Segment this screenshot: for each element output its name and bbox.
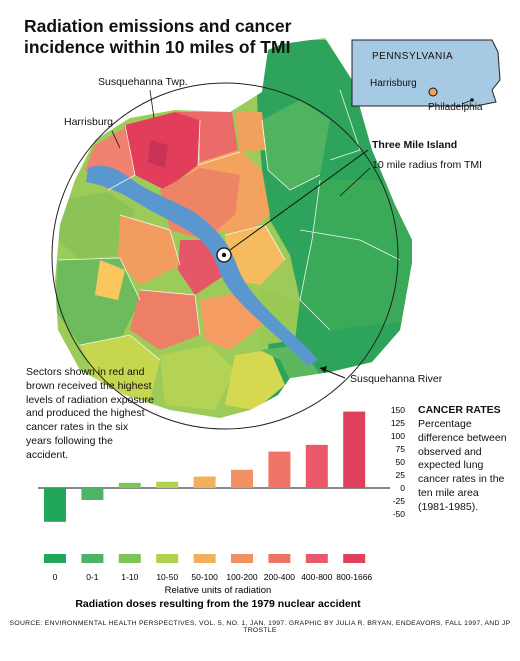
bar-1-10 bbox=[118, 482, 141, 488]
dose-swatch-0 bbox=[44, 554, 66, 563]
x-tick-label: 400-800 bbox=[301, 572, 332, 582]
dose-swatch-200-400 bbox=[268, 554, 291, 563]
dose-swatch-400-800 bbox=[305, 554, 328, 563]
radius-circle bbox=[51, 82, 399, 430]
susquehanna-river bbox=[86, 165, 318, 366]
y-tick-label: -50 bbox=[393, 509, 406, 519]
x-tick-label: 0 bbox=[53, 572, 58, 582]
bar-10-50 bbox=[156, 481, 179, 488]
pennsylvania-inset bbox=[351, 39, 501, 107]
bar-400-800 bbox=[305, 444, 328, 488]
y-tick-label: -25 bbox=[393, 496, 406, 506]
dose-swatch-100-200 bbox=[231, 554, 253, 563]
source-credit: SOURCE: ENVIRONMENTAL HEALTH PERSPECTIVE… bbox=[9, 620, 511, 634]
label-susquehanna-twp: Susquehanna Twp. bbox=[98, 76, 188, 88]
label-three-mile-island: Three Mile Island bbox=[372, 139, 458, 151]
dose-swatch-1-10 bbox=[118, 554, 141, 563]
x-axis-label: Relative units of radiation bbox=[165, 585, 272, 596]
x-tick-label: 1-10 bbox=[121, 572, 138, 582]
dose-swatch-50-100 bbox=[193, 554, 216, 563]
chart-caption: Radiation doses resulting from the 1979 … bbox=[75, 598, 361, 610]
chart-title: Radiation emissions and cancer incidence… bbox=[24, 16, 324, 58]
label-susquehanna-river: Susquehanna River bbox=[350, 373, 443, 385]
radius-leader bbox=[339, 167, 371, 197]
dose-swatch-800-1666 bbox=[343, 554, 366, 563]
bar-800-1666 bbox=[343, 411, 366, 488]
x-tick-label: 0-1 bbox=[86, 572, 99, 582]
y-tick-label: 100 bbox=[391, 431, 405, 441]
bar-200-400 bbox=[268, 451, 291, 488]
x-tick-label: 50-100 bbox=[191, 572, 218, 582]
tmi-leader bbox=[229, 149, 369, 251]
inset-philadelphia-label: Philadelphia bbox=[428, 102, 483, 113]
y-tick-label: 25 bbox=[396, 470, 406, 480]
cancer-rates-description: Percentage difference between observed a… bbox=[418, 418, 507, 513]
dose-swatch-10-50 bbox=[156, 554, 179, 563]
sector-note: Sectors shown in red and brown received … bbox=[26, 366, 154, 461]
y-tick-label: 125 bbox=[391, 418, 405, 428]
bar-0-1 bbox=[81, 488, 104, 500]
title-line-2: incidence within 10 miles of TMI bbox=[24, 37, 291, 57]
label-radius: 10 mile radius from TMI bbox=[372, 159, 483, 171]
y-tick-label: 75 bbox=[396, 444, 406, 454]
x-tick-label: 10-50 bbox=[156, 572, 178, 582]
cancer-rates-heading: CANCER RATES bbox=[418, 404, 501, 416]
x-tick-label: 200-400 bbox=[264, 572, 295, 582]
y-tick-label: 0 bbox=[400, 483, 405, 493]
inset-harrisburg-label: Harrisburg bbox=[370, 78, 417, 89]
bar-100-200 bbox=[231, 469, 253, 488]
title-line-1: Radiation emissions and cancer bbox=[24, 16, 292, 36]
bar-0 bbox=[44, 488, 66, 522]
x-tick-label: 800-1666 bbox=[336, 572, 372, 582]
y-tick-label: 50 bbox=[396, 457, 406, 467]
inset-state-label: PENNSYLVANIA bbox=[372, 51, 454, 62]
dose-swatch-0-1 bbox=[81, 554, 104, 563]
y-tick-label: 150 bbox=[391, 405, 405, 415]
label-harrisburg: Harrisburg bbox=[64, 116, 114, 128]
bar-50-100 bbox=[193, 476, 216, 488]
x-tick-label: 100-200 bbox=[226, 572, 257, 582]
